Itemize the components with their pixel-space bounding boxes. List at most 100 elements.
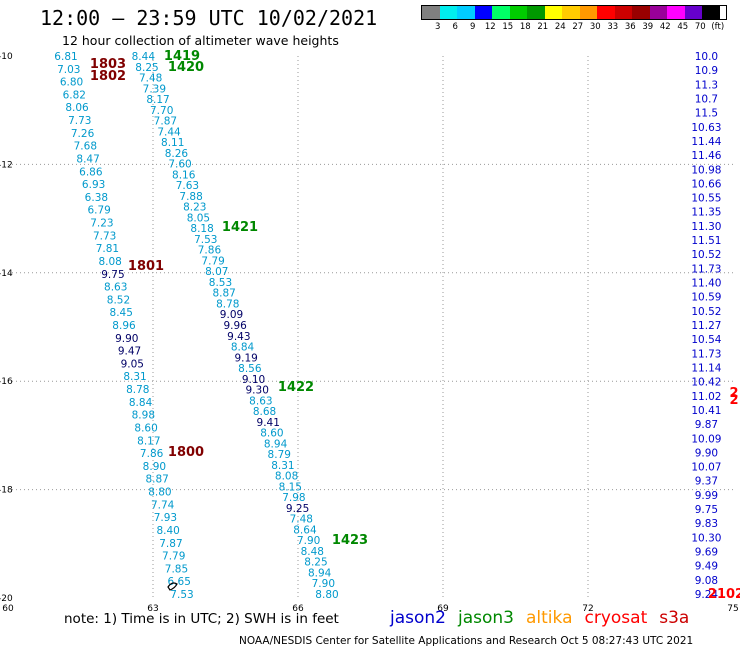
scale-label: 6 <box>452 22 458 32</box>
wave-height-label: 7.88 <box>179 191 202 203</box>
scale-swatch <box>492 6 510 19</box>
time-label: 2102 <box>708 587 740 602</box>
wave-height-label: 7.39 <box>143 83 166 95</box>
wave-height-label: 9.90 <box>695 447 718 459</box>
wave-height-label: 8.96 <box>112 320 136 332</box>
wave-height-label: 11.27 <box>691 320 721 332</box>
wave-height-label: 7.53 <box>194 234 217 246</box>
color-scale-labels: 3 6 9 12 15 18 21 24 27 30 33 36 39 42 45 70 (ft) <box>421 22 727 32</box>
credits-line: NOAA/NESDIS Center for Satellite Applica… <box>239 635 694 647</box>
scale-label: 70 <box>694 22 706 32</box>
legend-cryosat: cryosat <box>584 608 648 628</box>
wave-height-label: 9.43 <box>227 331 250 343</box>
wave-height-label: 10.07 <box>691 462 721 474</box>
wave-height-label: 9.25 <box>286 503 309 515</box>
wave-height-label: 7.81 <box>96 243 119 255</box>
y-tick-label: -12 <box>0 160 13 170</box>
scale-label: 21 <box>537 22 549 32</box>
wave-height-label: 8.31 <box>271 460 294 472</box>
y-tick-label: -20 <box>0 594 13 604</box>
wave-height-label: 8.98 <box>132 410 155 422</box>
wave-height-label: 8.25 <box>304 557 327 569</box>
wave-height-label: 6.93 <box>82 179 105 191</box>
scale-swatch <box>632 6 650 19</box>
units-note: note: 1) Time is in UTC; 2) SWH is in fe… <box>64 611 339 627</box>
wave-height-label: 11.73 <box>691 348 721 360</box>
wave-height-label: 8.52 <box>107 294 130 306</box>
scale-swatch <box>422 6 440 19</box>
legend-jason2: jason2 <box>390 608 446 628</box>
time-label: 1421 <box>222 220 258 235</box>
y-tick-label: -18 <box>0 486 13 496</box>
scale-label: 12 <box>484 22 496 32</box>
wave-height-label: 10.7 <box>695 93 718 105</box>
wave-height-label: 8.87 <box>145 474 168 486</box>
time-label: 2 <box>729 393 738 408</box>
wave-height-label: 8.48 <box>301 546 324 558</box>
scale-label: 24 <box>554 22 566 32</box>
wave-height-label: 8.45 <box>110 307 133 319</box>
wave-height-label: 9.75 <box>695 504 718 516</box>
wave-height-label: 8.60 <box>260 428 283 440</box>
wave-height-label: 9.24 <box>695 589 719 601</box>
wave-height-label: 7.73 <box>68 115 91 127</box>
scale-label: 36 <box>624 22 636 32</box>
wave-height-label: 11.35 <box>691 207 721 219</box>
scale-swatch <box>509 6 527 19</box>
wave-height-label: 8.16 <box>172 169 196 181</box>
wave-height-label: 10.30 <box>691 532 721 544</box>
wave-height-label: 10.63 <box>691 122 721 134</box>
wave-height-label: 8.80 <box>315 589 338 601</box>
color-scale-bar <box>421 5 727 20</box>
wave-height-label: 11.51 <box>691 235 721 247</box>
wave-height-label: 7.23 <box>90 218 113 230</box>
wave-height-label: 8.87 <box>212 288 235 300</box>
scale-swatch <box>614 6 632 19</box>
wave-height-label: 7.74 <box>151 499 175 511</box>
scale-swatch <box>457 6 475 19</box>
time-label: 1419 <box>164 49 200 64</box>
wave-height-label: 8.84 <box>129 397 153 409</box>
wave-height-label: 8.64 <box>293 524 317 536</box>
wave-height-label: 8.94 <box>264 438 288 450</box>
wave-height-label: 8.47 <box>76 153 99 165</box>
island-outline <box>167 582 178 591</box>
wave-height-label: 10.0 <box>695 51 718 63</box>
wave-height-label: 7.93 <box>154 512 177 524</box>
wave-height-label: 11.5 <box>695 108 718 120</box>
wave-height-label: 7.60 <box>168 159 191 171</box>
wave-height-label: 7.79 <box>201 255 224 267</box>
map-subtitle: 12 hour collection of altimeter wave hei… <box>62 33 339 48</box>
wave-height-label: 6.65 <box>168 576 191 588</box>
scale-swatch <box>474 6 492 19</box>
wave-height-label: 8.11 <box>161 137 184 149</box>
wave-height-label: 9.09 <box>220 309 243 321</box>
scale-swatch <box>562 6 580 19</box>
wave-height-label: 7.68 <box>74 141 97 153</box>
wave-height-label: 8.08 <box>98 256 121 268</box>
wave-height-label: 7.90 <box>297 535 320 547</box>
x-tick-label: 63 <box>147 604 158 614</box>
wave-height-label: 8.06 <box>65 102 89 114</box>
satellite-legend: jason2 jason3 altika cryosat s3a <box>390 608 701 628</box>
wave-height-label: 10.98 <box>691 164 721 176</box>
x-tick-label: 72 <box>582 604 593 614</box>
wave-height-label: 8.23 <box>183 202 206 214</box>
wave-height-label: 8.79 <box>268 449 291 461</box>
time-label: 1800 <box>168 445 204 460</box>
wave-height-label: 7.48 <box>290 514 313 526</box>
scale-swatch <box>527 6 545 19</box>
legend-altika: altika <box>526 608 573 628</box>
wave-height-label: 11.02 <box>691 391 721 403</box>
y-tick-label: -16 <box>0 377 13 387</box>
scale-swatch <box>544 6 562 19</box>
wave-height-label: 10.54 <box>691 334 721 346</box>
scale-swatch <box>649 6 667 19</box>
wave-height-label: 8.07 <box>205 266 228 278</box>
color-scale-legend: 3 6 9 12 15 18 21 24 27 30 33 36 39 42 45 70 (ft) <box>421 5 727 32</box>
wave-height-label: 7.87 <box>159 538 182 550</box>
scale-label: 3 <box>435 22 441 32</box>
wave-height-label: 8.08 <box>275 471 298 483</box>
scale-label: 27 <box>572 22 584 32</box>
